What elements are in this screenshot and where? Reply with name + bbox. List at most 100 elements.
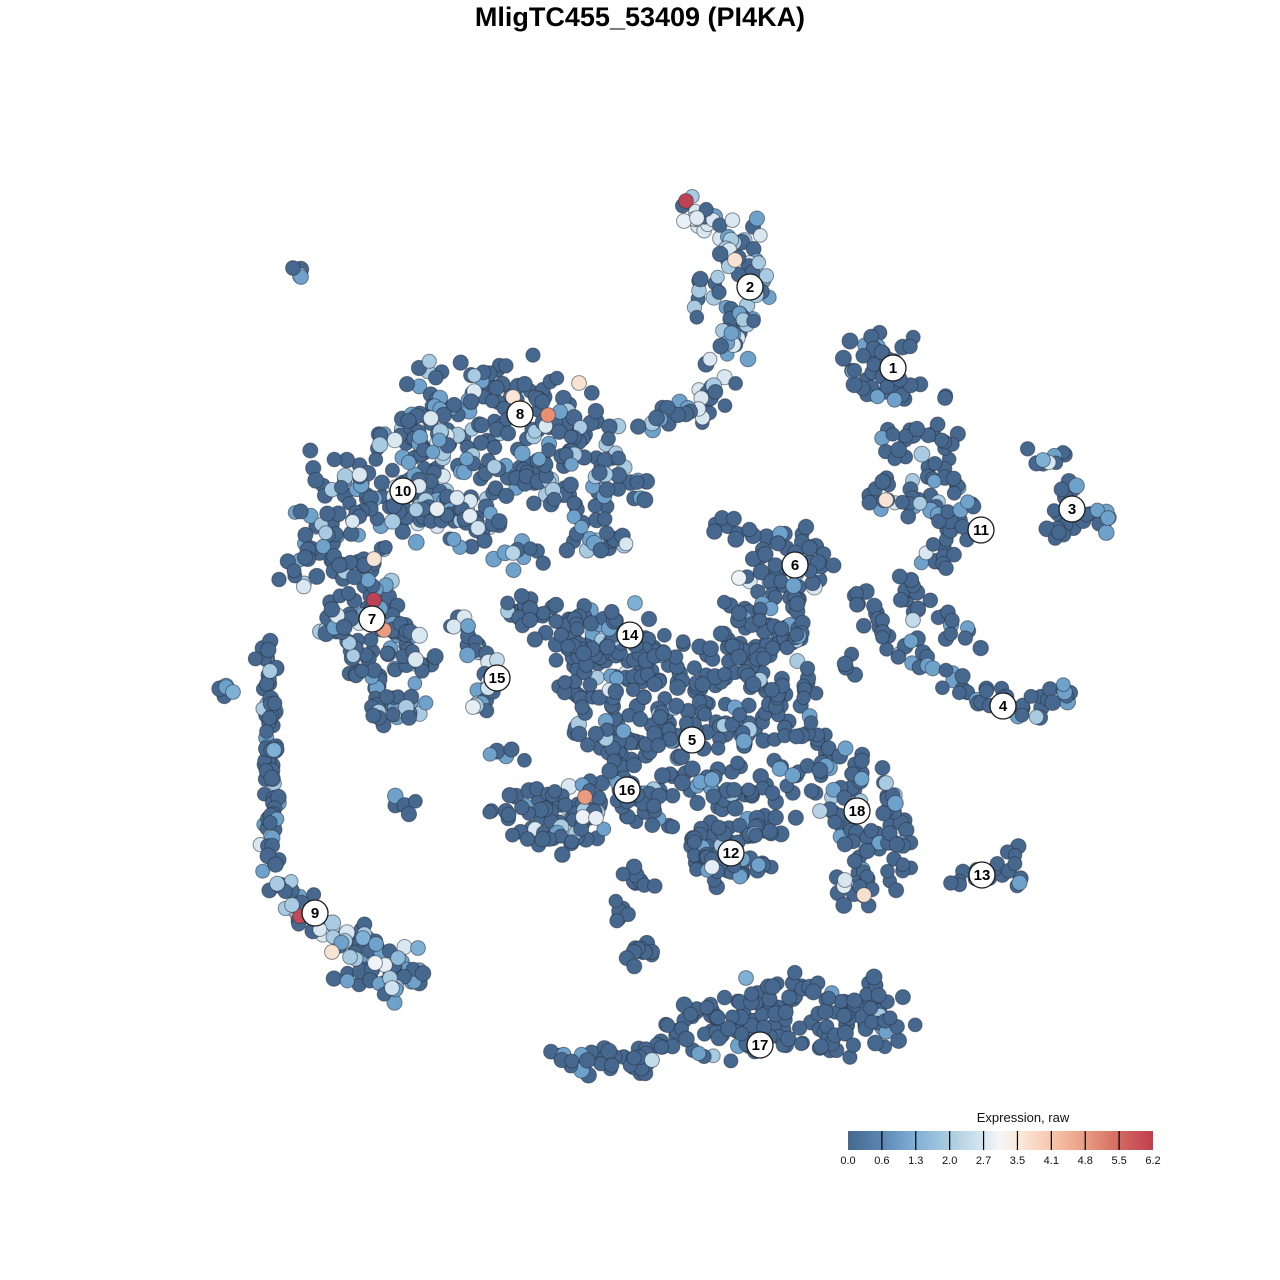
cell-point: [725, 510, 742, 527]
colorbar-tick-label: 4.8: [1078, 1155, 1093, 1167]
cell-point-highlight: [449, 490, 465, 506]
cell-point: [1044, 694, 1062, 711]
cell-point-highlight: [355, 930, 371, 946]
cluster-number: 11: [973, 522, 989, 539]
cell-point: [365, 707, 382, 724]
cell-point: [286, 563, 302, 579]
cell-point-highlight: [937, 390, 953, 406]
cell-point: [682, 1006, 699, 1022]
cell-point: [646, 798, 662, 814]
cell-point: [773, 620, 790, 637]
cell-point: [341, 585, 356, 601]
cell-point: [712, 337, 730, 355]
cell-point: [801, 539, 818, 557]
cell-point-highlight: [366, 592, 382, 608]
cell-point: [536, 605, 551, 621]
cell-point: [519, 831, 536, 847]
cell-point: [931, 513, 947, 530]
cell-point: [744, 675, 762, 693]
cell-point: [717, 398, 733, 414]
cell-point: [462, 393, 480, 410]
cell-point-highlight: [505, 545, 521, 561]
cell-point: [835, 1007, 852, 1024]
cell-point: [269, 875, 286, 892]
cell-point: [880, 863, 895, 879]
cell-point: [665, 819, 681, 835]
expression-legend: Expression, raw 0.0 0.6 1.3 2.0 2.7 3.5 4.1 4.8 5…: [840, 1110, 1160, 1167]
cell-point: [560, 638, 576, 654]
cell-point: [341, 635, 357, 651]
cell-point: [957, 630, 973, 646]
cell-point-highlight: [704, 859, 720, 875]
cell-point: [662, 731, 679, 747]
cell-point: [579, 1052, 596, 1069]
cell-point: [1014, 707, 1030, 723]
cell-point: [757, 546, 774, 563]
cluster-number: 5: [688, 732, 696, 749]
cell-point: [482, 804, 497, 820]
cell-point: [517, 752, 532, 768]
cell-point: [689, 794, 706, 812]
cell-point-highlight: [465, 699, 481, 715]
cell-point: [346, 568, 363, 586]
cell-point: [732, 707, 748, 723]
cell-point: [505, 562, 522, 579]
cell-point: [730, 605, 748, 622]
cell-point: [263, 769, 281, 787]
cell-point: [739, 350, 757, 368]
cell-point: [411, 428, 429, 446]
cell-point: [746, 313, 761, 329]
cluster-label-17: 17: [746, 1031, 774, 1059]
cell-point: [833, 993, 849, 1009]
cell-point: [500, 806, 517, 823]
cell-point: [473, 434, 490, 451]
cell-point: [796, 690, 811, 706]
cell-point: [1089, 502, 1105, 518]
cell-point: [580, 737, 596, 753]
cell-point: [476, 532, 493, 549]
cell-point: [859, 869, 875, 884]
cluster-number: 12: [723, 845, 740, 862]
cell-point-highlight: [225, 684, 241, 700]
cell-point: [368, 452, 384, 467]
cell-point: [853, 771, 870, 787]
cell-point: [710, 819, 727, 836]
cell-point-highlight: [678, 193, 694, 209]
cell-point: [626, 958, 643, 975]
cell-point: [554, 846, 571, 863]
cell-point: [723, 325, 740, 342]
cluster-number: 1: [889, 360, 897, 377]
cell-point: [400, 454, 417, 471]
cell-point: [929, 416, 946, 433]
cell-point: [526, 631, 544, 648]
colorbar-tick-label: 4.1: [1044, 1155, 1059, 1167]
cell-point: [791, 1020, 808, 1036]
colorbar-tick-label: 6.2: [1145, 1155, 1160, 1167]
cell-point: [491, 513, 508, 530]
cell-point: [657, 627, 672, 643]
cell-point: [972, 639, 989, 657]
cell-point: [563, 429, 579, 445]
cell-point: [888, 836, 906, 853]
cell-point: [587, 402, 605, 420]
cell-point: [946, 485, 962, 501]
cell-point: [764, 785, 781, 801]
cell-point: [894, 494, 910, 510]
cell-point: [407, 676, 423, 691]
cluster-label-15: 15: [483, 664, 511, 692]
cluster-number: 16: [619, 782, 636, 799]
cell-point: [900, 508, 917, 525]
cell-point: [428, 369, 444, 386]
cell-point: [702, 640, 719, 657]
cell-point: [705, 788, 722, 805]
cell-point: [297, 526, 314, 543]
cell-point: [371, 436, 389, 454]
cluster-label-2: 2: [736, 273, 764, 301]
cell-point: [836, 655, 854, 673]
cell-point-highlight: [284, 897, 300, 913]
cell-point: [548, 613, 564, 629]
cell-point: [779, 640, 795, 656]
cell-point-highlight: [689, 210, 705, 226]
cell-point: [659, 399, 676, 416]
